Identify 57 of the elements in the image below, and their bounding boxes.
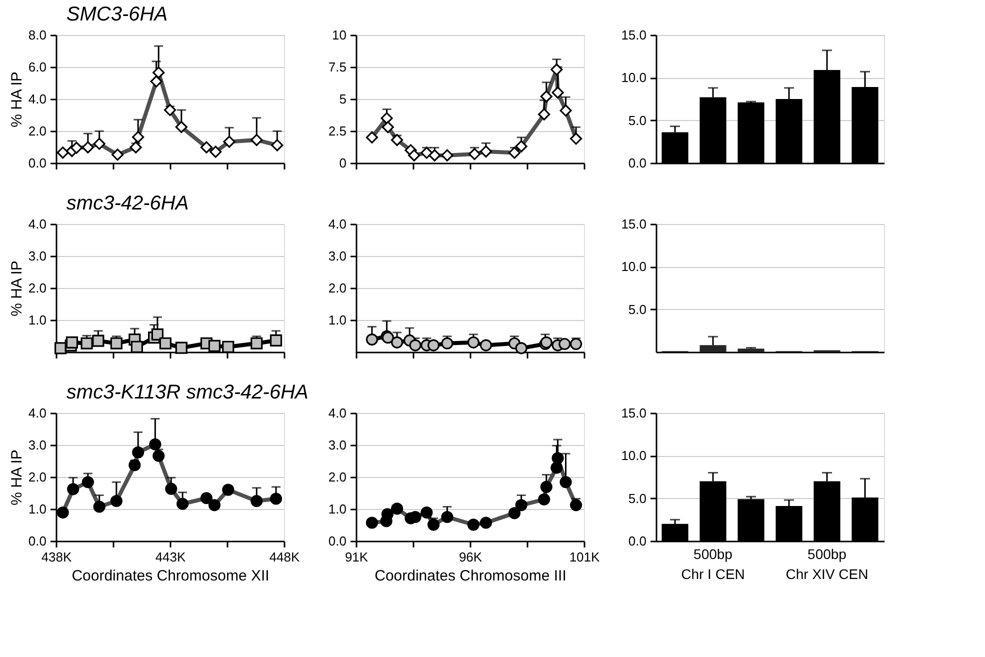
y-tick-label: 10.0	[621, 448, 646, 464]
y-tick-label: 2.0	[28, 124, 46, 138]
y-tick-label: 2.0	[328, 280, 346, 296]
y-tick-label: 3.0	[328, 248, 346, 264]
y-tick-label: 3.0	[28, 248, 46, 264]
y-tick-label: 10	[332, 28, 346, 42]
y-tick-label: 15.0	[621, 216, 646, 232]
y-tick-label: 6.0	[28, 60, 46, 74]
y-tick-label: 1.0	[28, 312, 46, 328]
text: Chr I CEN	[681, 566, 745, 582]
text: 500bp	[808, 546, 847, 562]
y-tick-label: 2.0	[28, 470, 46, 484]
y-tick-label: 15.0	[621, 406, 646, 420]
y-tick-label: 0.0	[628, 534, 646, 548]
y-tick-label: 4.0	[28, 92, 46, 106]
y-tick-label: 0.0	[28, 534, 46, 548]
x-tick-label: 91K	[344, 550, 368, 564]
y-tick-label: 0	[339, 156, 346, 170]
y-axis-title: % HA IP	[8, 450, 26, 506]
y-tick-label: 1.0	[328, 502, 346, 516]
y-tick-label: 15.0	[621, 28, 646, 42]
y-axis-title: % HA IP	[8, 260, 26, 316]
y-tick-label: 5.0	[628, 490, 646, 506]
y-tick-label: 5.0	[628, 302, 646, 317]
x-tick-label: 443K	[155, 550, 186, 564]
y-tick-label: 10.0	[621, 70, 646, 86]
y-tick-label: 4.0	[328, 406, 346, 420]
y-tick-label: 3.0	[328, 438, 346, 452]
x-tick-label: 96K	[458, 550, 482, 564]
y-axis-title: % HA IP	[8, 72, 26, 128]
y-tick-label: 4.0	[28, 406, 46, 420]
y-tick-label: 10.0	[621, 259, 646, 274]
x-tick-label: 438K	[41, 550, 72, 564]
y-tick-label: 1.0	[28, 502, 46, 516]
y-tick-label: 0.0	[628, 156, 646, 170]
y-tick-label: 4.0	[28, 216, 46, 232]
y-tick-label: 1.0	[328, 312, 346, 328]
chart-title: smc3-42-6HA	[66, 192, 189, 214]
y-tick-label: 2.0	[28, 280, 46, 296]
y-tick-label: 8.0	[28, 28, 46, 42]
y-tick-label: 2.0	[328, 470, 346, 484]
y-tick-label: 7.5	[328, 60, 346, 74]
x-axis-title: Coordinates Chromosome XII	[72, 568, 270, 584]
chart-title: smc3-K113R smc3-42-6HA	[66, 382, 308, 404]
x-axis-title: Coordinates Chromosome III	[374, 568, 566, 584]
y-tick-label: 0.0	[328, 534, 346, 548]
text: 500bp	[694, 546, 733, 562]
chart-title: SMC3-6HA	[66, 4, 168, 26]
x-tick-label: 448K	[269, 550, 300, 564]
text: Chr XIV CEN	[786, 566, 868, 582]
y-tick-label: 5.0	[628, 112, 646, 128]
x-tick-label: 101K	[569, 550, 600, 564]
y-tick-label: 5	[339, 92, 346, 106]
y-tick-label: 0.0	[28, 156, 46, 170]
y-tick-label: 4.0	[328, 216, 346, 232]
y-tick-label: 3.0	[28, 438, 46, 452]
y-tick-label: 2.5	[328, 124, 346, 138]
